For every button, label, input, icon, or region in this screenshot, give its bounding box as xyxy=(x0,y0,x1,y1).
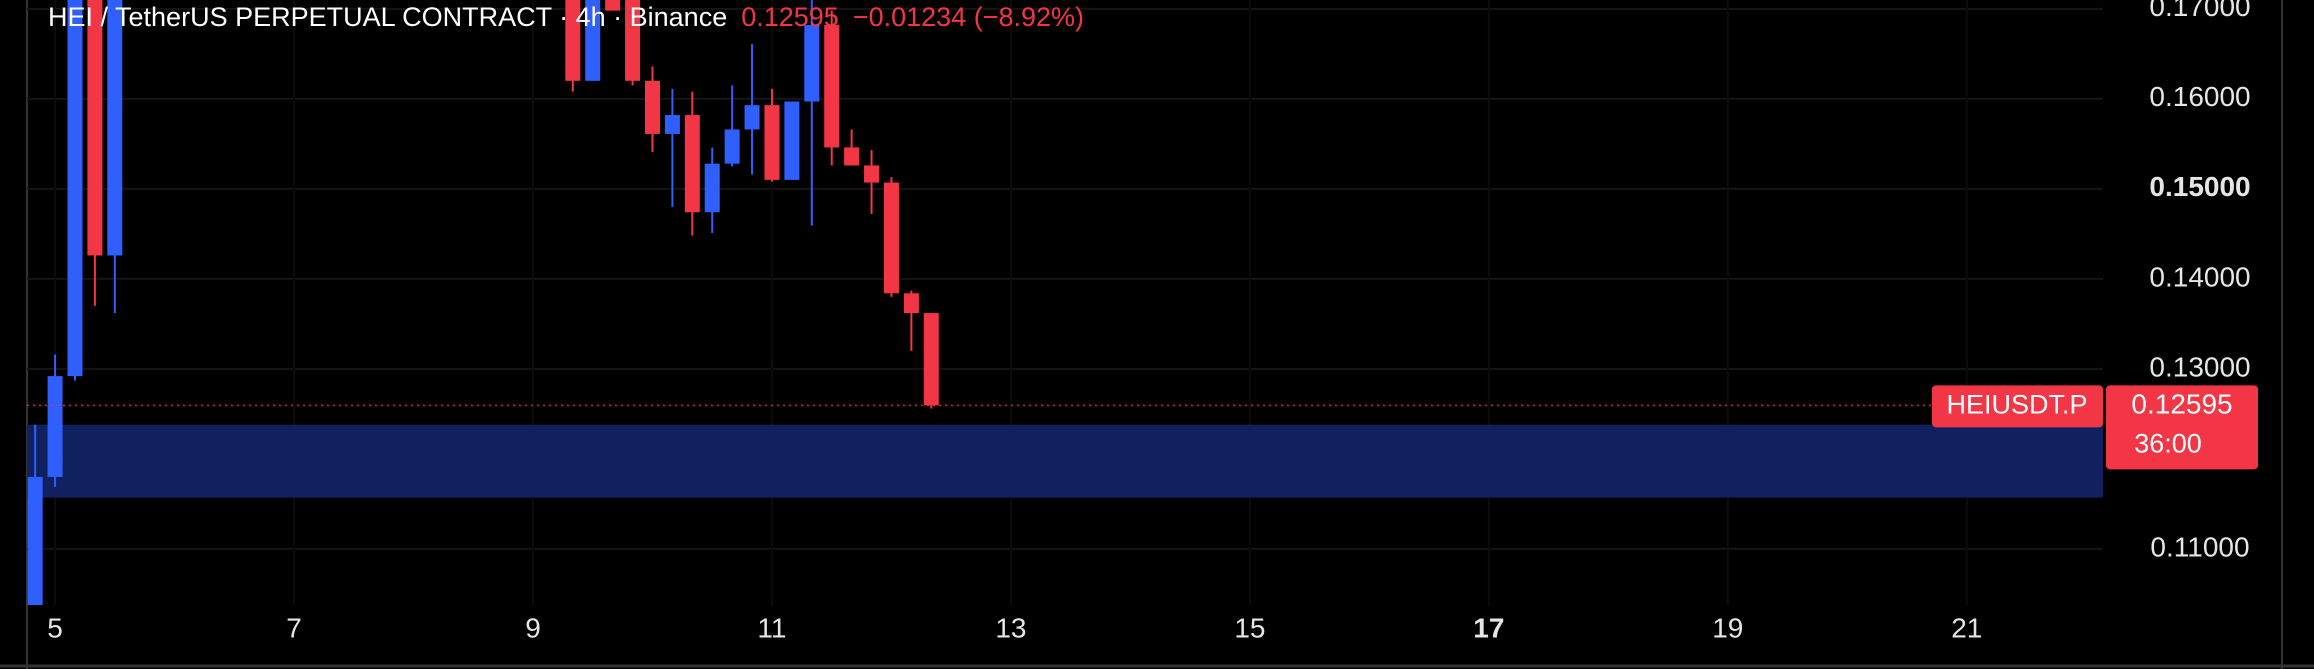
candle-body xyxy=(824,25,840,148)
x-tick-label: 9 xyxy=(525,612,541,643)
x-tick-label: 11 xyxy=(757,612,786,643)
candle-body xyxy=(844,147,860,166)
candle-body xyxy=(107,0,123,256)
title-price: 0.12595 xyxy=(741,2,839,32)
candle-body xyxy=(87,0,103,256)
candle-body xyxy=(883,182,899,294)
grid xyxy=(27,0,2103,605)
title-text: HEI / TetherUS PERPETUAL CONTRACT · 4h ·… xyxy=(48,2,727,32)
symbol-label: HEIUSDT.P xyxy=(1946,389,2087,419)
x-tick-label: 5 xyxy=(47,612,63,643)
x-tick-label: 17 xyxy=(1473,612,1504,643)
y-tick-label: 0.14000 xyxy=(2149,261,2250,292)
candle-body xyxy=(923,313,939,406)
zone-layer xyxy=(27,424,2103,498)
price-tag-value: 0.12595 xyxy=(2131,389,2232,420)
candle-body xyxy=(605,0,621,11)
chart-title: HEI / TetherUS PERPETUAL CONTRACT · 4h ·… xyxy=(48,2,1084,32)
axes: 0.110000.120000.130000.140000.150000.160… xyxy=(47,0,2250,643)
candle-body xyxy=(684,115,700,213)
title-change: −0.01234 (−8.92%) xyxy=(853,2,1084,32)
x-tick-label: 13 xyxy=(995,612,1026,643)
y-tick-label: 0.17000 xyxy=(2149,0,2250,22)
overlay: HEI / TetherUS PERPETUAL CONTRACT · 4h ·… xyxy=(27,2,2258,470)
x-tick-label: 19 xyxy=(1712,612,1743,643)
candle-body xyxy=(784,101,800,180)
y-tick-label: 0.16000 xyxy=(2149,81,2250,112)
candle-body xyxy=(585,0,601,81)
candle-body xyxy=(744,105,760,130)
price-tag xyxy=(2106,385,2258,470)
candle-body xyxy=(27,476,43,605)
candle-body xyxy=(864,165,880,183)
candle-body xyxy=(704,163,720,213)
candle-body xyxy=(764,105,780,180)
x-tick-label: 21 xyxy=(1951,612,1982,643)
y-tick-label: 0.13000 xyxy=(2149,351,2250,382)
candle-body xyxy=(47,376,63,477)
x-tick-label: 15 xyxy=(1234,612,1265,643)
candle-body xyxy=(903,293,919,314)
zone-box xyxy=(27,424,2103,498)
candle-body xyxy=(724,129,740,164)
y-tick-label: 0.11000 xyxy=(2150,531,2249,562)
candle-body xyxy=(67,0,83,377)
countdown: 36:00 xyxy=(2134,428,2202,458)
candle-body xyxy=(804,25,820,102)
x-tick-label: 7 xyxy=(286,612,302,643)
symbol-tag xyxy=(1932,385,2103,428)
candle-body xyxy=(565,0,581,81)
candles xyxy=(27,0,939,605)
candle-body xyxy=(644,80,660,134)
candle-body xyxy=(625,0,641,81)
candle-body xyxy=(664,115,680,134)
y-tick-label: 0.15000 xyxy=(2149,171,2250,202)
